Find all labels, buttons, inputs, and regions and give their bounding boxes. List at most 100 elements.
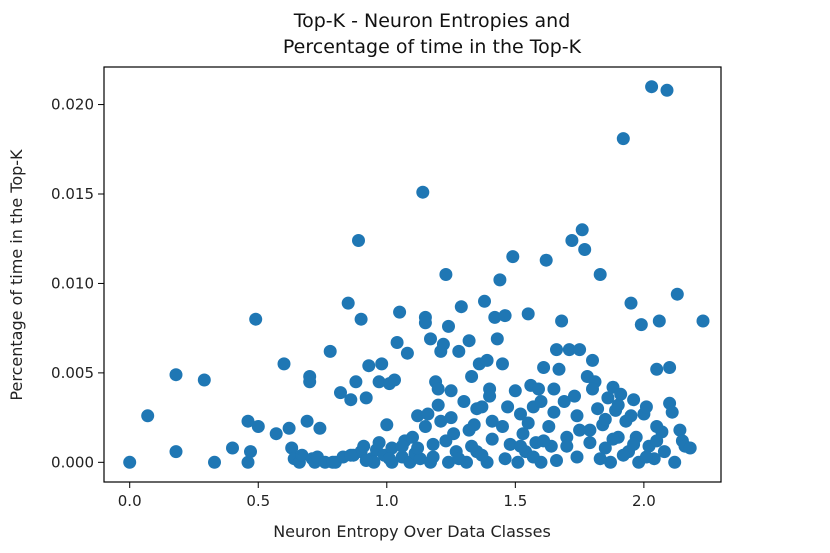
scatter-point <box>390 336 404 349</box>
scatter-point <box>604 455 617 469</box>
scatter-point <box>498 309 512 323</box>
scatter-point <box>465 370 479 383</box>
scatter-point <box>452 344 466 358</box>
scatter-point <box>169 368 183 382</box>
scatter-point <box>696 314 710 328</box>
scatter-point <box>444 411 458 425</box>
scatter-point <box>344 393 358 407</box>
scatter-point <box>303 375 317 389</box>
scatter-point <box>516 427 530 441</box>
scatter-point <box>457 395 471 408</box>
scatter-point <box>598 441 612 455</box>
scatter-point <box>614 387 628 401</box>
scatter-point <box>624 409 638 423</box>
scatter-point <box>490 332 504 346</box>
y-tick-label: 0.020 <box>51 96 94 114</box>
y-tick-label: 0.010 <box>51 274 94 292</box>
scatter-point <box>413 452 427 466</box>
x-axis-ticks: 0.0 0.5 1.0 1.5 2.0 <box>118 482 656 510</box>
scatter-point <box>411 441 425 455</box>
scatter-point <box>627 437 641 451</box>
scatter-point <box>385 441 399 455</box>
scatter-point <box>606 432 620 446</box>
scatter-point <box>657 445 671 459</box>
y-tick-label: 0.005 <box>51 364 94 382</box>
scatter-point <box>244 445 257 459</box>
scatter-point <box>634 318 648 332</box>
scatter-point <box>570 409 584 423</box>
scatter-point <box>418 420 432 433</box>
scatter-point <box>627 393 641 407</box>
scatter-point <box>241 414 255 428</box>
scatter-point <box>601 391 615 405</box>
scatter-point <box>570 450 584 464</box>
scatter-point <box>226 441 239 455</box>
scatter-point <box>395 439 409 453</box>
scatter-point <box>393 305 407 319</box>
scatter-point <box>493 273 507 287</box>
scatter-point <box>652 314 666 328</box>
scatter-point <box>424 332 437 346</box>
scatter-point <box>426 437 440 451</box>
scatter-point <box>506 250 520 264</box>
scatter-point <box>452 452 466 466</box>
scatter-point <box>639 450 653 464</box>
scatter-point <box>483 389 497 403</box>
x-tick-label: 1.0 <box>375 492 399 510</box>
scatter-point <box>241 455 255 469</box>
scatter-point <box>521 416 535 430</box>
scatter-point <box>141 409 155 423</box>
scatter-point <box>313 421 327 435</box>
scatter-point <box>488 310 502 324</box>
scatter-point <box>431 382 445 396</box>
plot-frame <box>103 66 722 483</box>
scatter-point <box>534 395 548 408</box>
scatter-point <box>442 455 455 469</box>
scatter-point <box>249 312 263 326</box>
scatter-point <box>362 359 376 373</box>
scatter-point <box>282 421 296 435</box>
scatter-point <box>532 382 545 396</box>
scatter-point <box>197 373 211 387</box>
scatter-point <box>665 405 679 419</box>
scatter-point <box>357 439 371 453</box>
scatter-point <box>485 432 499 446</box>
scatter-point <box>498 452 512 466</box>
scatter-point <box>434 414 448 428</box>
scatter-point <box>557 395 571 408</box>
scatter-point <box>586 353 599 367</box>
scatter-point <box>169 445 183 459</box>
scatter-point <box>537 434 551 448</box>
scatter-point <box>514 439 527 453</box>
scatter-point <box>411 409 425 423</box>
y-tick-label: 0.000 <box>51 453 94 471</box>
scatter-point <box>431 398 445 412</box>
scatter-point <box>380 418 394 432</box>
scatter-point <box>400 346 414 360</box>
scatter-point <box>454 300 468 314</box>
scatter-point <box>573 423 587 437</box>
x-tick-label: 2.0 <box>632 492 656 510</box>
scatter-point <box>598 412 612 426</box>
scatter-point <box>436 337 450 351</box>
x-tick-label: 0.0 <box>118 492 142 510</box>
scatter-point <box>560 430 574 444</box>
scatter-point <box>624 296 638 310</box>
scatter-point <box>467 418 481 432</box>
scatter-point <box>670 287 684 301</box>
scatter-point <box>478 294 491 308</box>
scatter-point <box>668 455 682 469</box>
scatter-point <box>359 454 373 467</box>
scatter-point <box>123 455 137 469</box>
scatter-point <box>547 382 561 396</box>
scatter-point <box>352 234 365 247</box>
scatter-point <box>583 423 597 437</box>
scatter-point <box>344 448 358 462</box>
scatter-point <box>550 454 563 467</box>
scatter-point <box>354 312 368 326</box>
scatter-point <box>285 441 299 455</box>
scatter-point <box>439 268 453 281</box>
scatter-point <box>295 448 309 462</box>
